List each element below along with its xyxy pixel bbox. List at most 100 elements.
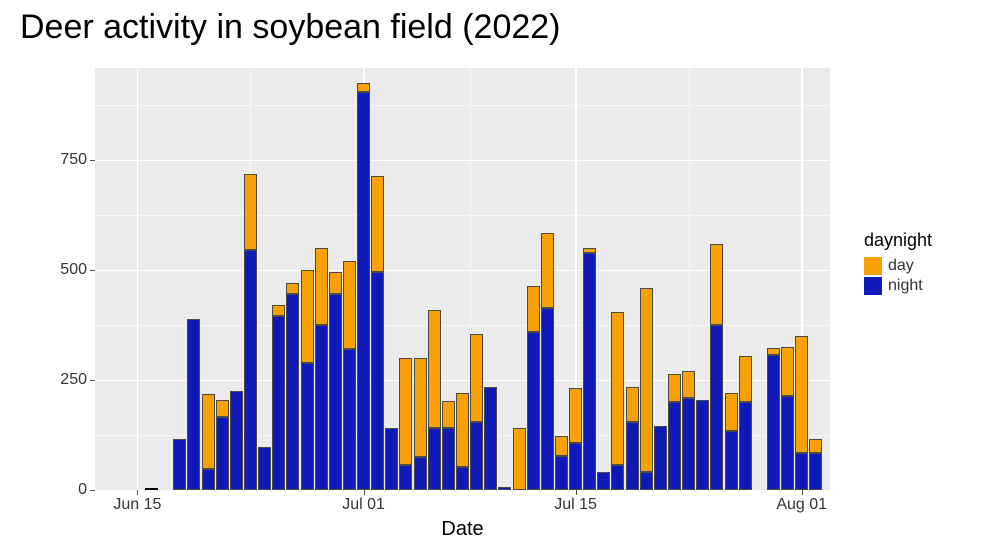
bar-seg-night (173, 439, 186, 490)
bar-seg-day (725, 393, 738, 430)
bar-seg-day (343, 261, 356, 349)
bar-seg-night (442, 428, 455, 490)
bar-seg-night (541, 308, 554, 490)
bar (739, 68, 752, 490)
y-tick-label: 500 (60, 261, 87, 279)
bar-seg-night (484, 387, 497, 490)
bar (315, 68, 328, 490)
bar (611, 68, 624, 490)
bar (329, 68, 342, 490)
bar (456, 68, 469, 490)
legend-item-night: night (864, 277, 932, 295)
y-tick-label: 250 (60, 371, 87, 389)
bar-seg-day (315, 248, 328, 325)
bar (470, 68, 483, 490)
bar-seg-night (583, 253, 596, 490)
x-tick-mark (576, 490, 577, 495)
legend-swatch (864, 257, 882, 275)
bar-seg-day (286, 283, 299, 294)
bar-seg-day (329, 272, 342, 294)
x-tick-mark (137, 490, 138, 495)
legend-swatch (864, 277, 882, 295)
bar-seg-night (569, 443, 582, 490)
bar (569, 68, 582, 490)
bar (583, 68, 596, 490)
bar (244, 68, 257, 490)
bar-seg-day (414, 358, 427, 457)
bar (682, 68, 695, 490)
y-tick-label: 0 (78, 481, 87, 499)
bar (230, 68, 243, 490)
bar (654, 68, 667, 490)
bar (272, 68, 285, 490)
bar-seg-day (456, 393, 469, 467)
bar (414, 68, 427, 490)
bar-seg-night (710, 325, 723, 490)
bar-seg-night (809, 453, 822, 490)
bar-seg-night (456, 467, 469, 490)
bar-seg-day (442, 401, 455, 428)
y-tick-mark (90, 160, 95, 161)
y-tick-mark (90, 380, 95, 381)
bar (301, 68, 314, 490)
bar-seg-night (343, 349, 356, 490)
bar-seg-night (258, 447, 271, 490)
y-tick-mark (90, 270, 95, 271)
x-tick-label: Jul 01 (342, 496, 385, 514)
bar-seg-day (202, 394, 215, 469)
bar (696, 68, 709, 490)
bar-seg-day (244, 174, 257, 251)
bar-seg-night (371, 272, 384, 490)
bar-seg-night (626, 422, 639, 490)
bar (484, 68, 497, 490)
bar-seg-day (739, 356, 752, 402)
bar (767, 68, 780, 490)
bar (286, 68, 299, 490)
bar (527, 68, 540, 490)
bar-seg-night (555, 456, 568, 490)
bar-seg-night (781, 396, 794, 491)
bar-seg-night (385, 428, 398, 490)
x-tick-label: Jul 15 (554, 496, 597, 514)
bar-seg-day (767, 348, 780, 355)
bar-seg-night (739, 402, 752, 490)
plot-panel (95, 68, 830, 490)
bar-seg-day (272, 305, 285, 316)
bar-seg-night (357, 92, 370, 490)
bar (498, 68, 511, 490)
bar-seg-day (640, 288, 653, 473)
x-tick-label: Aug 01 (776, 496, 827, 514)
bar (173, 68, 186, 490)
bar-seg-night (329, 294, 342, 490)
legend: daynight daynight (864, 230, 932, 297)
bar-seg-day (357, 83, 370, 92)
bar-seg-night (428, 428, 441, 490)
bar-seg-night (611, 465, 624, 490)
bar-seg-night (187, 319, 200, 490)
bar-seg-day (399, 358, 412, 466)
bar (428, 68, 441, 490)
bar-seg-night (527, 332, 540, 490)
bar-seg-day (583, 248, 596, 252)
zero-marker (145, 488, 158, 490)
bar (753, 68, 766, 490)
bar-seg-day (541, 233, 554, 308)
bar-seg-day (795, 336, 808, 452)
legend-title: daynight (864, 230, 932, 251)
bar-seg-night (654, 426, 667, 490)
bar-seg-night (470, 422, 483, 490)
bar-seg-night (244, 250, 257, 490)
bar (795, 68, 808, 490)
x-tick-mark (802, 490, 803, 495)
page-title: Deer activity in soybean field (2022) (20, 8, 561, 47)
bar-seg-day (682, 371, 695, 397)
bar-seg-day (428, 310, 441, 429)
bar-seg-night (315, 325, 328, 490)
bar (555, 68, 568, 490)
bar (343, 68, 356, 490)
bar-seg-day (809, 439, 822, 452)
bar-seg-day (611, 312, 624, 466)
bar-seg-night (301, 363, 314, 490)
x-tick-mark (364, 490, 365, 495)
bar-seg-night (597, 472, 610, 490)
